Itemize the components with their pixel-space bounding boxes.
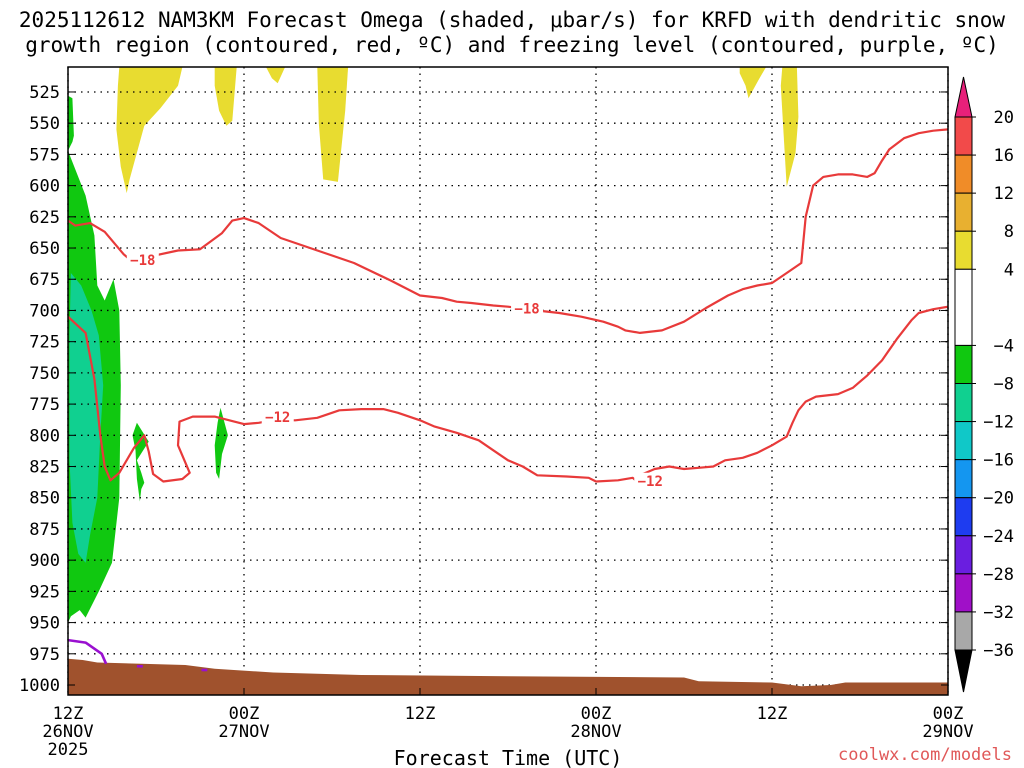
y-tick-label-850: 850 [29, 489, 60, 509]
freezing-contour-0 [68, 638, 108, 665]
y-tick-label-625: 625 [29, 208, 60, 228]
colorbar-label-13: −36 [983, 641, 1014, 661]
terrain-fill [68, 658, 948, 695]
chart-title-line-2: growth region (contoured, red, ºC) and f… [25, 33, 999, 57]
y-tick-label-825: 825 [29, 458, 60, 478]
x-tick-label-1-1: 27NOV [218, 722, 269, 742]
colorbar-band-11 [954, 573, 973, 613]
credit-text: coolwx.com/models [838, 745, 1012, 765]
x-tick-label-0-1: 26NOV [42, 722, 93, 742]
y-tick-label-900: 900 [29, 551, 60, 571]
colorbar-band-2 [954, 192, 973, 232]
colorbar-band-6 [954, 383, 973, 423]
dgz-contour-0 [68, 128, 948, 334]
y-tick-label-875: 875 [29, 520, 60, 540]
colorbar-band-3 [954, 230, 973, 270]
omega-shade-region-2 [266, 67, 286, 84]
colorbar-band-8 [954, 459, 973, 499]
colorbar-label-7: −12 [983, 413, 1014, 433]
omega-shade-region-9 [214, 407, 228, 479]
plot-background [68, 67, 948, 695]
omega-shade-region-1 [214, 67, 237, 126]
colorbar-label-10: −24 [983, 527, 1014, 547]
colorbar-label-4: 4 [1004, 260, 1014, 280]
dgz-contour-1 [68, 305, 948, 483]
dgz-contour-label-bg-0-1 [511, 300, 544, 316]
colorbar-band-4 [954, 268, 973, 346]
omega-shade-region-3 [317, 67, 349, 182]
colorbar-bottom-arrow [954, 649, 973, 693]
colorbar-band-10 [954, 535, 973, 575]
dgz-contour-label-1-1: −12 [638, 474, 663, 490]
y-tick-label-950: 950 [29, 614, 60, 634]
x-tick-label-2-0: 12Z [405, 704, 436, 724]
omega-shade-region-8 [132, 422, 149, 502]
omega-shade-region-4 [739, 67, 767, 99]
y-tick-label-725: 725 [29, 333, 60, 353]
dgz-contour-label-bg-0-0 [126, 251, 159, 267]
colorbar-label-2: 12 [994, 184, 1014, 204]
colorbar-band-9 [954, 497, 973, 537]
colorbar-label-12: −32 [983, 603, 1014, 623]
colorbar-label-3: 8 [1004, 222, 1014, 242]
y-tick-label-925: 925 [29, 582, 60, 602]
dgz-contour-label-bg-1-1 [634, 472, 667, 488]
dgz-contour-label-bg-1-0 [261, 409, 294, 425]
colorbar-label-9: −20 [983, 489, 1014, 509]
colorbar-band-12 [954, 611, 973, 651]
x-tick-label-5-1: 29NOV [922, 722, 973, 742]
x-tick-label-4-0: 12Z [757, 704, 788, 724]
x-tick-label-1-0: 00Z [229, 704, 260, 724]
y-tick-label-525: 525 [29, 83, 60, 103]
colorbar-band-7 [954, 421, 973, 461]
colorbar-band-5 [954, 344, 973, 384]
chart-title-line-1: 2025112612 NAM3KM Forecast Omega (shaded… [18, 8, 1006, 32]
y-tick-label-650: 650 [29, 239, 60, 259]
colorbar-label-0: 20 [994, 108, 1014, 128]
y-tick-label-1000: 1000 [19, 676, 60, 696]
y-tick-label-775: 775 [29, 395, 60, 415]
x-tick-label-5-0: 00Z [933, 704, 964, 724]
dgz-contour-label-0-1: −18 [514, 301, 539, 317]
y-tick-label-750: 750 [29, 364, 60, 384]
dgz-contour-label-0-0: −18 [130, 253, 155, 269]
colorbar-label-8: −16 [983, 451, 1014, 471]
x-tick-label-0-0: 12Z [53, 704, 84, 724]
dgz-contour-label-1-0: −12 [265, 410, 290, 426]
omega-shade-region-10 [69, 273, 104, 563]
omega-shade-region-5 [780, 67, 799, 187]
y-tick-label-975: 975 [29, 645, 60, 665]
y-tick-label-600: 600 [29, 177, 60, 197]
colorbar-band-1 [954, 154, 973, 194]
y-tick-label-575: 575 [29, 145, 60, 165]
colorbar-label-1: 16 [994, 146, 1014, 166]
plot-frame [67, 66, 949, 696]
colorbar-label-11: −28 [983, 565, 1014, 585]
y-tick-label-800: 800 [29, 426, 60, 446]
y-tick-label-700: 700 [29, 301, 60, 321]
colorbar-label-5: −4 [994, 336, 1014, 356]
colorbar-band-0 [954, 116, 973, 156]
x-axis-title: Forecast Time (UTC) [394, 746, 623, 768]
omega-shade-region-0 [116, 67, 183, 194]
x-tick-label-0-2: 2025 [48, 740, 89, 760]
colorbar-top-arrow [954, 76, 973, 118]
x-tick-label-3-0: 00Z [581, 704, 612, 724]
y-tick-label-550: 550 [29, 114, 60, 134]
colorbar-label-6: −8 [994, 375, 1014, 395]
y-tick-label-675: 675 [29, 270, 60, 290]
x-tick-label-3-1: 28NOV [570, 722, 621, 742]
